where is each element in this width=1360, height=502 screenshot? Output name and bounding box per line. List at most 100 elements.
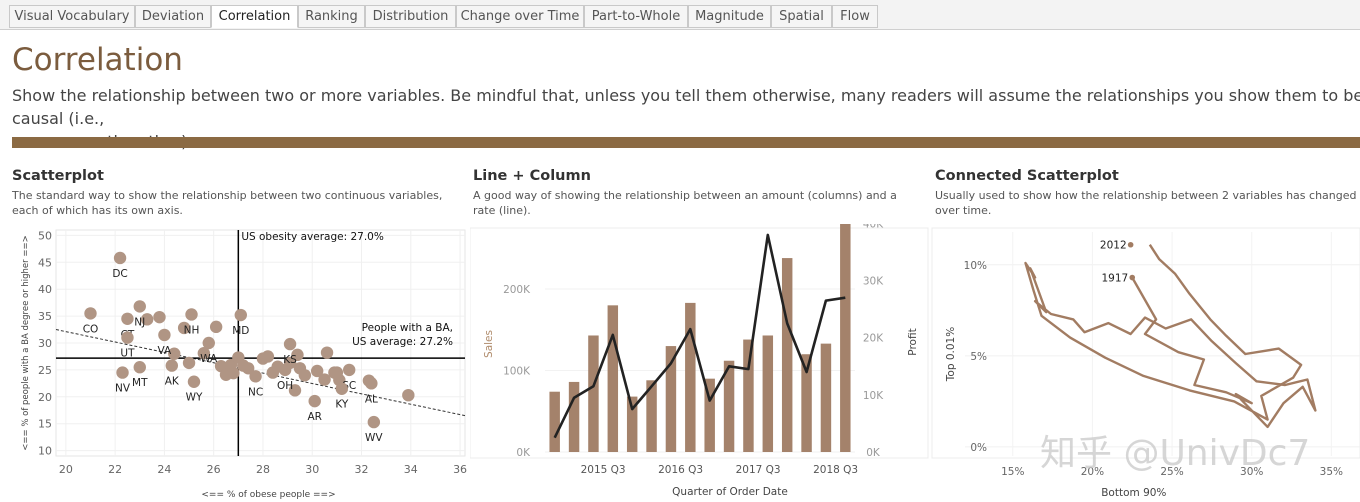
- x-tick-label: 22: [108, 463, 122, 476]
- state-label: DC: [112, 268, 127, 280]
- state-point: [278, 363, 292, 377]
- state-label: UT: [120, 348, 135, 360]
- y-tick-label: 0%: [970, 442, 987, 454]
- tab-ranking[interactable]: Ranking: [298, 5, 365, 28]
- state-point: [202, 336, 215, 350]
- ref-y-label-line-1: People with a BA,: [362, 322, 453, 334]
- x-tick-label: 2018 Q3: [813, 464, 858, 476]
- y-tick-label: 50: [38, 229, 52, 242]
- sales-column: [781, 258, 793, 452]
- connected-desc-line-2: over time.: [935, 204, 992, 217]
- tab-change-over-time[interactable]: Change over Time: [456, 5, 584, 28]
- y-tick-label: 15: [38, 418, 52, 431]
- y-left-axis-title: Sales: [483, 330, 495, 358]
- section-divider-bar: [12, 137, 1360, 148]
- sales-column: [646, 380, 657, 452]
- state-point: [84, 307, 97, 320]
- state-point: [227, 366, 240, 380]
- tab-bar: Visual Vocabulary Deviation Correlation …: [0, 0, 1360, 30]
- state-point: [153, 310, 166, 324]
- tab-magnitude[interactable]: Magnitude: [688, 5, 771, 28]
- state-point: [298, 369, 312, 382]
- state-point: [288, 384, 302, 397]
- state-label: MT: [132, 377, 148, 389]
- state-point: [365, 377, 378, 390]
- x-tick-label: 2015 Q3: [581, 464, 626, 476]
- y-right-tick-label: 20K: [863, 333, 884, 345]
- year-marker: [1129, 274, 1136, 281]
- state-point: [330, 366, 344, 379]
- sales-column: [549, 391, 560, 452]
- x-tick-label: 2016 Q3: [658, 464, 703, 476]
- x-tick-label: 28: [256, 463, 270, 476]
- state-label: AK: [165, 376, 180, 388]
- state-label: AR: [307, 411, 321, 423]
- sales-column: [840, 224, 851, 452]
- sales-column: [762, 335, 774, 452]
- x-tick-label: 24: [157, 463, 171, 476]
- line-column-chart: 0K 100K 200K 0K 10K 20K 30K 40K 2015 Q3 2016 Q3 20…: [470, 224, 929, 498]
- line-column-description: A good way of showing the relationship b…: [473, 188, 897, 218]
- state-point: [165, 359, 179, 372]
- state-point: [197, 347, 211, 360]
- state-point: [140, 313, 154, 326]
- state-label: NC: [248, 386, 263, 398]
- scatterplot-chart: 20 22 24 26 28 30 32 34 36 10 15 20 25 30 35 40 45 50 DC CO…: [21, 229, 467, 500]
- state-label: NV: [115, 383, 131, 395]
- y-tick-label: 25: [38, 364, 52, 377]
- scatterplot-title: Scatterplot: [12, 168, 104, 184]
- x-axis-title: <== % of obese people ==>: [201, 490, 335, 500]
- scatterplot-desc-line-2: each of which has its own axis.: [12, 204, 183, 217]
- tab-visual-vocabulary[interactable]: Visual Vocabulary: [9, 5, 135, 28]
- chart-frame: [470, 227, 929, 459]
- x-tick-label: 32: [355, 463, 369, 476]
- tab-part-to-whole[interactable]: Part-to-Whole: [584, 5, 688, 28]
- x-axis-title: Bottom 90%: [1101, 487, 1166, 499]
- tab-correlation[interactable]: Correlation: [211, 5, 298, 28]
- scatterplot-desc-line-1: The standard way to show the relationshi…: [12, 189, 443, 202]
- x-tick-label: 34: [404, 463, 418, 476]
- tab-distribution[interactable]: Distribution: [365, 5, 456, 28]
- y-right-tick-label: 40K: [863, 224, 884, 230]
- line-column-desc-line-2: rate (line).: [473, 204, 531, 217]
- x-tick-label: 36: [453, 463, 467, 476]
- state-point: [320, 346, 334, 359]
- y-tick-label: 5%: [970, 351, 987, 363]
- state-point: [367, 415, 381, 429]
- sales-column: [626, 396, 638, 452]
- sales-column: [820, 343, 832, 452]
- state-point: [291, 348, 304, 362]
- y-tick-label: 10: [38, 445, 52, 458]
- line-column-desc-line-1: A good way of showing the relationship b…: [473, 189, 897, 202]
- tab-spatial[interactable]: Spatial: [771, 5, 832, 28]
- scatterplot-description: The standard way to show the relationshi…: [12, 188, 442, 218]
- state-label: WA: [200, 353, 218, 365]
- state-point: [283, 337, 297, 351]
- state-point: [342, 363, 356, 377]
- x-tick-label: 2017 Q3: [736, 464, 781, 476]
- state-point: [209, 320, 223, 334]
- y-axis-title: <== % of people with a BA degree or high…: [21, 235, 31, 450]
- state-point: [241, 362, 255, 375]
- state-point: [335, 382, 349, 395]
- line-column-title: Line + Column: [473, 168, 591, 184]
- x-tick-label: 26: [207, 463, 221, 476]
- connected-scatterplot-title: Connected Scatterplot: [935, 168, 1119, 184]
- tab-deviation[interactable]: Deviation: [135, 5, 211, 28]
- state-point: [121, 312, 134, 325]
- tab-flow[interactable]: Flow: [832, 5, 878, 28]
- state-point: [121, 331, 134, 344]
- y-right-tick-label: 0K: [866, 447, 881, 459]
- state-label: MD: [232, 325, 249, 337]
- state-point: [113, 251, 127, 265]
- state-point: [158, 328, 171, 342]
- y-tick-label: 20: [38, 391, 52, 404]
- y-tick-label: 45: [38, 256, 52, 269]
- year-label: 1917: [1102, 273, 1129, 285]
- state-label: AL: [365, 393, 378, 405]
- sales-column: [801, 354, 812, 452]
- state-point: [318, 373, 331, 386]
- state-label: KY: [335, 399, 349, 411]
- y-left-tick-label: 200K: [503, 284, 531, 296]
- sales-column: [685, 302, 696, 452]
